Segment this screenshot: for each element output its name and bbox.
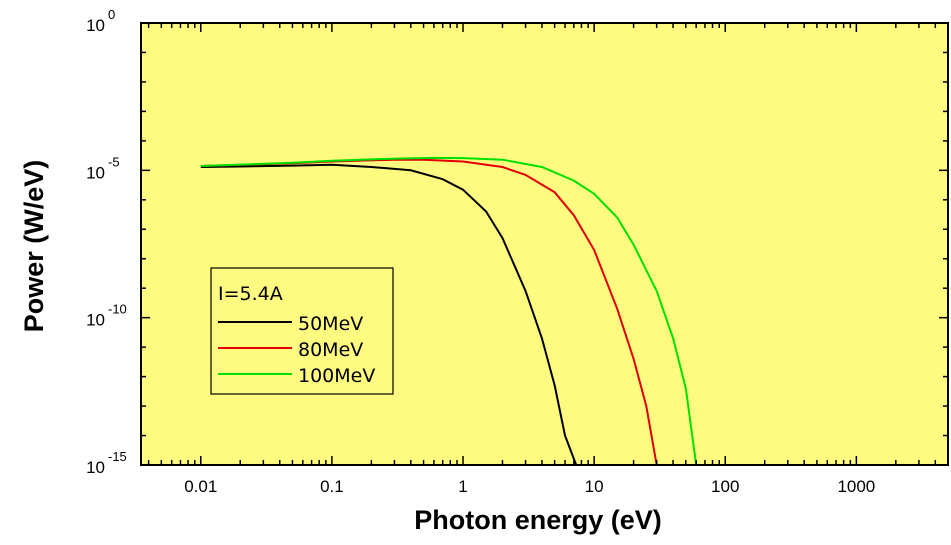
y-tick-label-exponent: -10 xyxy=(108,302,127,317)
legend-label: 100MeV xyxy=(298,365,375,387)
legend-label: 50MeV xyxy=(298,313,363,335)
series-layer xyxy=(200,156,698,466)
y-tick-label-base: 10 xyxy=(86,16,105,35)
x-tick-label: 1000 xyxy=(837,477,875,496)
y-tick-label-base: 10 xyxy=(86,311,105,330)
legend-entries: 50MeV 80MeV 100MeV xyxy=(218,313,375,387)
series-line-100MeV xyxy=(200,156,698,466)
x-tick-label: 0.1 xyxy=(320,477,344,496)
y-tick-label-base: 10 xyxy=(86,458,105,477)
x-axis-title: Photon energy (eV) xyxy=(414,505,662,535)
y-axis-title: Power (W/eV) xyxy=(19,160,49,333)
x-tick-label: 0.01 xyxy=(184,477,217,496)
y-tick-label-exponent: -5 xyxy=(108,154,120,169)
plot-frame xyxy=(140,22,949,466)
series-line-50MeV xyxy=(200,163,578,466)
plot-background xyxy=(141,23,948,465)
legend: I=5.4A 50MeV 80MeV 100MeV xyxy=(210,267,394,395)
x-tick-label: 100 xyxy=(711,477,739,496)
legend-label: 80MeV xyxy=(298,339,363,361)
x-tick-label: 1 xyxy=(458,477,467,496)
y-tick-label-base: 10 xyxy=(86,163,105,182)
y-tick-label-exponent: -15 xyxy=(108,449,127,464)
legend-title: I=5.4A xyxy=(218,283,283,305)
y-tick-label-exponent: 0 xyxy=(108,7,115,22)
x-tick-label: 10 xyxy=(585,477,604,496)
